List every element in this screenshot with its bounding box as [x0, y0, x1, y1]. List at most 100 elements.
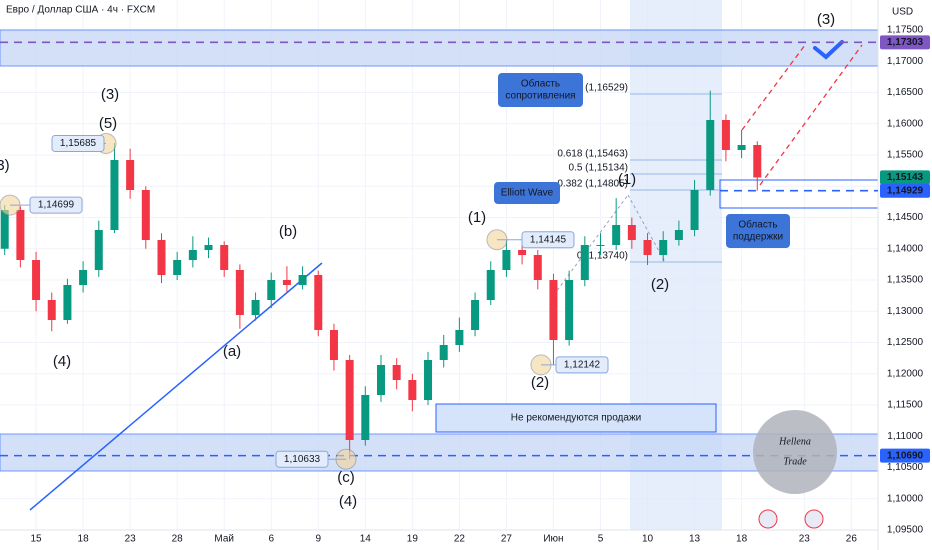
callout-text: Область — [521, 78, 560, 90]
x-tick-label: 28 — [172, 534, 184, 545]
x-tick-label: Июн — [543, 534, 563, 545]
price-badge-label: 1,10690 — [887, 450, 924, 461]
y-tick-label: 1,14500 — [887, 212, 924, 223]
chart-title: Евро / Доллар США · 4ч · FXCM — [6, 5, 155, 16]
y-tick-label: 1,13000 — [887, 306, 924, 317]
candle-body — [251, 300, 260, 315]
x-tick-label: 6 — [268, 534, 274, 545]
forecast-arrow — [759, 44, 863, 186]
candle-body — [94, 230, 103, 270]
y-tick-label: 1,11500 — [887, 400, 923, 411]
event-icon[interactable] — [804, 509, 824, 529]
candle-body — [126, 160, 135, 190]
price-badge-label: 1,17303 — [887, 37, 924, 48]
candle-body — [580, 245, 589, 280]
wave-label: 3) — [0, 157, 10, 174]
y-tick-label: 1,17500 — [887, 25, 924, 36]
price-badge — [880, 448, 930, 463]
candle-body — [502, 250, 511, 270]
candle-body — [753, 145, 762, 178]
x-tick-label: 5 — [598, 534, 604, 545]
candle-body — [674, 230, 683, 240]
callout-text: сопротивления — [505, 91, 575, 102]
currency: USD — [892, 7, 913, 18]
callout-text: Elliott Wave — [501, 188, 554, 199]
candle-body — [408, 380, 417, 400]
support-zone — [0, 433, 879, 472]
candle-body — [16, 210, 25, 260]
candle-body — [63, 285, 72, 320]
candle-body — [0, 210, 9, 249]
check-mark — [813, 40, 844, 60]
price-label-box — [51, 134, 105, 152]
fib-link — [549, 194, 629, 301]
candle-body — [235, 270, 244, 315]
x-tick-label: 27 — [501, 534, 513, 545]
wave-label: (3) — [101, 86, 119, 103]
candle-body — [455, 330, 464, 345]
callout-box — [498, 73, 583, 107]
wave-label: (a) — [223, 343, 241, 360]
price-label: 1,14699 — [38, 200, 75, 211]
candle-body — [424, 360, 433, 400]
candle-body — [361, 395, 370, 440]
candle-body — [612, 225, 621, 245]
y-tick-label: 1,10500 — [887, 462, 924, 473]
candle-body — [314, 275, 323, 330]
candle-body — [298, 275, 307, 285]
wave-label: (4) — [53, 353, 71, 370]
candle-body — [596, 245, 605, 246]
banner-box — [435, 403, 717, 433]
candle-body — [690, 190, 699, 230]
price-label: 1,15685 — [60, 138, 97, 149]
x-tick-label: 19 — [407, 534, 419, 545]
banner-text: Не рекомендуются продажи — [511, 413, 641, 424]
fib-label: 1 (1,16529) — [577, 83, 628, 94]
y-tick-label: 1,11000 — [887, 431, 923, 442]
wave-label: (5) — [99, 115, 117, 132]
callout-text: Область — [738, 219, 777, 231]
candle-body — [486, 270, 495, 300]
watermark-circle — [753, 410, 837, 494]
fib-label: 0.5 (1,15134) — [569, 163, 629, 174]
fib-link — [627, 194, 666, 263]
candle-body — [549, 280, 558, 340]
candle-body — [376, 365, 385, 395]
watermark-text: Trade — [783, 456, 807, 467]
price-badge-label: 1,14929 — [887, 185, 924, 196]
candle-body — [721, 120, 730, 150]
candle-body — [32, 260, 41, 300]
candle-body — [345, 360, 354, 440]
price-badge — [880, 170, 930, 185]
y-tick-label: 1,17000 — [887, 56, 924, 67]
wave-label: (3) — [817, 11, 835, 28]
y-tick-label: 1,12000 — [887, 368, 924, 379]
y-tick-label: 1,16500 — [887, 87, 924, 98]
resistance-zone — [0, 29, 879, 67]
y-tick-label: 1,09500 — [887, 525, 924, 536]
y-tick-label: 1,16000 — [887, 118, 924, 129]
candle-body — [643, 240, 652, 255]
candle-body — [47, 300, 56, 320]
x-tick-label: 18 — [736, 534, 748, 545]
price-label-box — [521, 231, 575, 249]
candle-body — [110, 160, 119, 230]
price-badge — [880, 35, 930, 50]
support-box — [719, 179, 879, 209]
candle-body — [188, 250, 197, 260]
y-tick-label: 1,13500 — [887, 275, 924, 286]
price-label: 1,14145 — [530, 234, 567, 245]
candle-body — [659, 240, 668, 255]
price-label: 1,12142 — [564, 360, 601, 371]
x-tick-label: 22 — [454, 534, 466, 545]
x-tick-label: 23 — [799, 534, 811, 545]
y-tick-label: 1,14000 — [887, 243, 924, 254]
candle-body — [439, 345, 448, 360]
y-tick-label: 1,12500 — [887, 337, 924, 348]
callout-text: поддержки — [733, 232, 783, 243]
wave-label: (c) — [337, 469, 355, 486]
candle-body — [173, 260, 182, 275]
event-icon[interactable] — [758, 509, 778, 529]
candle-body — [79, 270, 88, 285]
watermark-text: Hellena — [778, 436, 811, 447]
